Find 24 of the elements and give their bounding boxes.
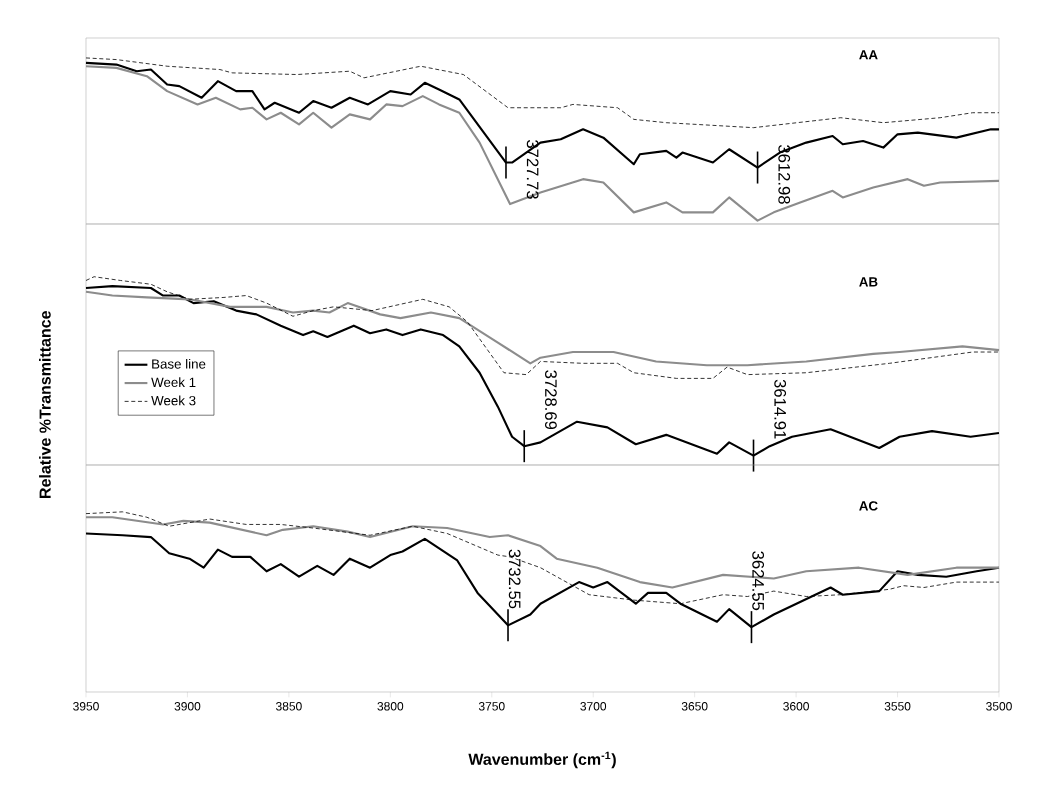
x-axis-title: Wavenumber (cm$^{-1}$) (468, 751, 616, 769)
x-tick-label: 3850 (275, 702, 302, 711)
x-tick-label: 3750 (478, 702, 505, 711)
x-tick-label: 3650 (681, 702, 708, 711)
chart-title: AC (859, 501, 878, 511)
annotation: 3624.55 (752, 551, 765, 611)
annotation: 3614.91 (774, 379, 787, 439)
y-axis-title: Relative %Transmittance (39, 311, 51, 498)
chart-title: AA (859, 50, 878, 60)
x-tick-label: 3600 (783, 702, 809, 711)
chart-title: AB (859, 277, 878, 287)
legend-label: Week 3 (151, 395, 196, 406)
x-tick-label: 3900 (174, 702, 201, 711)
x-tick-label: 3700 (580, 702, 607, 711)
x-tick-label: 3950 (73, 702, 99, 711)
annotation: 3727.73 (526, 139, 539, 199)
annotation: 3728.69 (545, 370, 557, 430)
x-tick-label: 3500 (986, 702, 1012, 711)
annotation: 3612.98 (778, 144, 791, 204)
x-tick-label: 3550 (884, 702, 911, 711)
legend-label: Base line (152, 358, 206, 369)
annotation: 3732.55 (508, 549, 521, 609)
legend-label: Week 1 (151, 377, 196, 388)
x-tick-label: 3800 (377, 702, 404, 711)
